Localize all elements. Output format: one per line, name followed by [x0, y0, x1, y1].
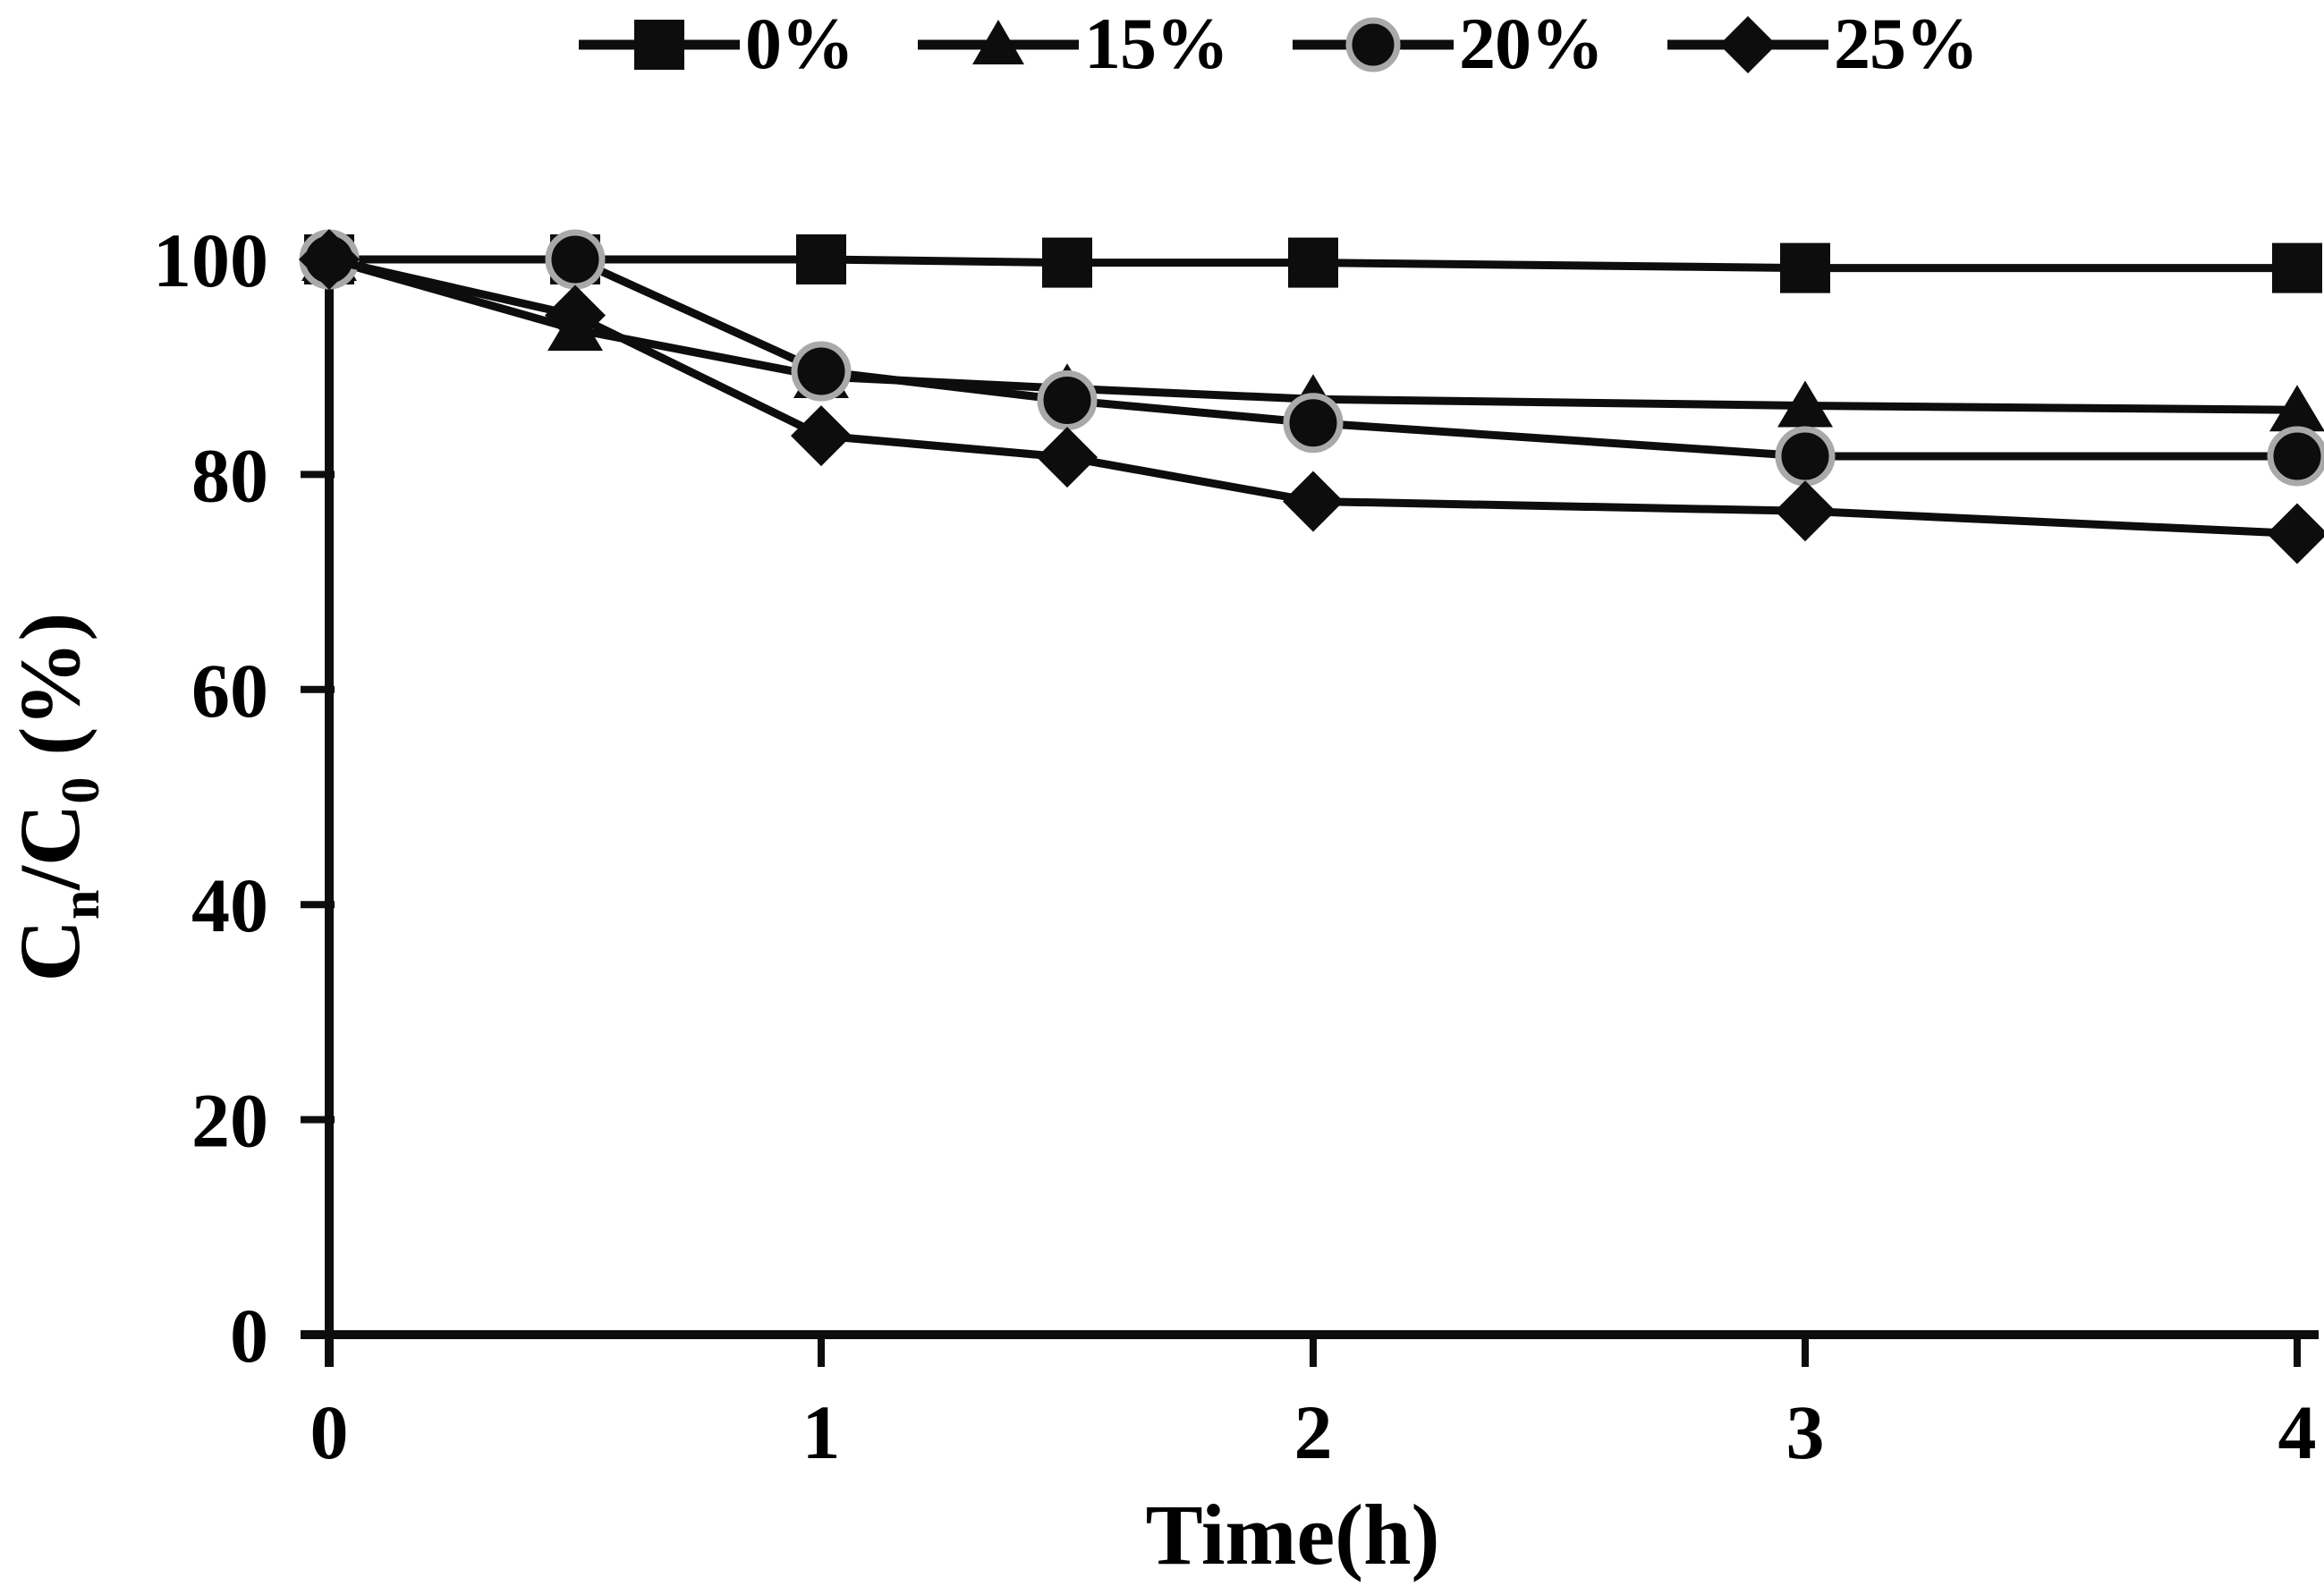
y-tick-label: 80: [191, 432, 268, 518]
series-marker-0%: [1780, 242, 1830, 293]
x-tick-label: 1: [802, 1389, 841, 1475]
series-marker-25%: [2267, 503, 2324, 564]
series-marker-15%: [1777, 380, 1833, 428]
x-axis-title: Time(h): [1146, 1487, 1440, 1582]
legend-label: 15%: [1084, 3, 1229, 84]
series-marker-20%: [545, 229, 606, 290]
diamond-legend-marker-icon: [1667, 16, 1828, 73]
series-marker-25%: [545, 284, 606, 346]
square-legend-marker-icon: [579, 20, 740, 70]
series-marker-0%: [2272, 242, 2322, 293]
y-tick-label: 40: [191, 862, 268, 948]
x-tick-label: 3: [1786, 1389, 1825, 1475]
y-tick-label: 100: [153, 217, 268, 303]
series-marker-0%: [1042, 237, 1092, 288]
series-marker-25%: [299, 229, 360, 290]
legend-label: 20%: [1459, 3, 1604, 84]
series-marker-25%: [1775, 480, 1836, 542]
series-marker-25%: [791, 405, 852, 467]
y-axis-title: Cn/C0 (%): [2, 613, 110, 982]
circle-legend-marker-icon: [1293, 17, 1454, 72]
series-marker-20%: [1037, 369, 1098, 430]
y-tick-label: 20: [191, 1078, 268, 1164]
y-tick-label: 0: [230, 1293, 268, 1379]
x-tick-label: 4: [2278, 1389, 2317, 1475]
legend-label: 0%: [745, 3, 854, 84]
series-marker-25%: [1037, 427, 1098, 488]
series-marker-0%: [1288, 237, 1338, 288]
series-marker-20%: [1283, 393, 1344, 454]
x-tick-label: 2: [1294, 1389, 1333, 1475]
series-marker-0%: [796, 234, 846, 284]
legend-item-15%: 15%: [918, 3, 1229, 84]
series-marker-20%: [791, 341, 852, 402]
triangle-legend-marker-icon: [918, 20, 1079, 64]
y-tick-label: 60: [191, 648, 268, 734]
legend-item-20%: 20%: [1293, 3, 1604, 84]
series-marker-25%: [1283, 471, 1344, 532]
x-tick-label: 0: [310, 1389, 349, 1475]
legend: 0% 15% 20% 25%: [116, 4, 2324, 84]
legend-item-0%: 0%: [579, 3, 854, 84]
series-marker-15%: [2269, 385, 2324, 432]
series-marker-20%: [1775, 426, 1836, 487]
legend-item-25%: 25%: [1667, 3, 1979, 84]
series-marker-20%: [2267, 426, 2324, 487]
legend-label: 25%: [1834, 3, 1979, 84]
